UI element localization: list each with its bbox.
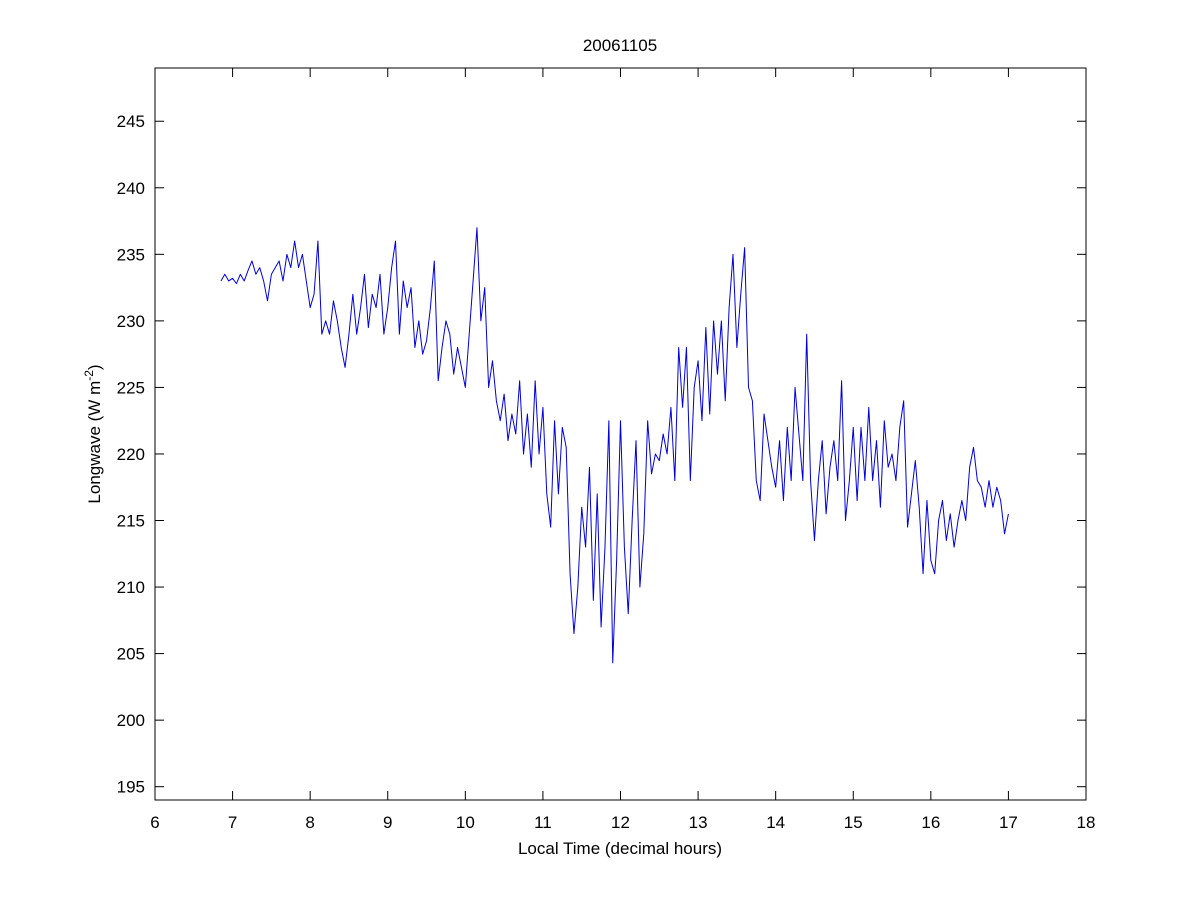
x-tick-label: 14 <box>766 813 785 832</box>
y-tick-label: 220 <box>117 445 145 464</box>
y-tick-label: 240 <box>117 179 145 198</box>
y-tick-label: 210 <box>117 578 145 597</box>
x-tick-label: 8 <box>305 813 314 832</box>
x-axis-label: Local Time (decimal hours) <box>518 839 722 858</box>
y-axis-label: Longwave (W m-2) <box>82 364 104 503</box>
y-tick-label: 225 <box>117 378 145 397</box>
x-tick-label: 11 <box>534 813 552 832</box>
x-tick-label: 17 <box>999 813 1018 832</box>
x-tick-label: 10 <box>456 813 475 832</box>
x-tick-label: 6 <box>150 813 159 832</box>
y-axis-label-superscript: -2 <box>82 370 96 381</box>
y-tick-label: 245 <box>117 112 145 131</box>
y-tick-label: 230 <box>117 312 145 331</box>
x-tick-label: 15 <box>844 813 863 832</box>
x-tick-label: 16 <box>921 813 940 832</box>
y-tick-label: 200 <box>117 711 145 730</box>
chart-title: 20061105 <box>583 36 657 55</box>
y-tick-label: 215 <box>117 512 145 531</box>
data-line <box>220 227 1009 664</box>
y-tick-label: 195 <box>117 778 145 797</box>
x-tick-label: 13 <box>689 813 708 832</box>
x-tick-label: 9 <box>383 813 392 832</box>
y-axis-label-suffix: ) <box>85 364 104 370</box>
y-tick-label: 235 <box>117 245 145 264</box>
y-tick-label: 205 <box>117 645 145 664</box>
x-tick-label: 7 <box>228 813 237 832</box>
x-tick-label: 18 <box>1077 813 1096 832</box>
x-tick-label: 12 <box>611 813 630 832</box>
y-axis-label-text: Longwave (W m <box>85 381 104 504</box>
